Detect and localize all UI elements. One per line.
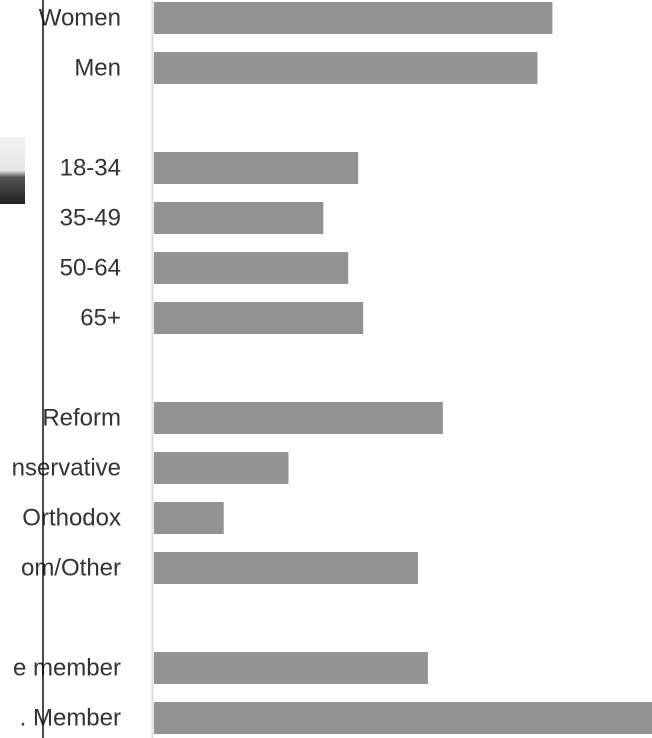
category-label: Women — [39, 4, 121, 31]
bar — [154, 252, 349, 284]
category-label: Orthodox — [22, 504, 121, 531]
bar — [154, 452, 289, 484]
bar — [154, 52, 538, 84]
bar — [154, 152, 359, 184]
bar — [154, 552, 418, 584]
category-label: nservative — [12, 454, 121, 481]
bar — [154, 2, 553, 34]
category-label: 50-64 — [60, 254, 121, 281]
category-label: Men — [74, 54, 121, 81]
bar — [154, 702, 652, 734]
bar — [154, 502, 224, 534]
category-label: e member — [13, 654, 121, 681]
bar — [154, 302, 364, 334]
bar — [154, 202, 324, 234]
category-label: 18-34 — [60, 154, 121, 181]
category-label: 65+ — [80, 304, 121, 331]
category-label: 35-49 — [60, 204, 121, 231]
category-label: om/Other — [21, 554, 121, 581]
category-label: . Member — [20, 704, 121, 731]
bar — [154, 402, 443, 434]
thumbnail-image — [0, 137, 25, 204]
bar — [154, 652, 428, 684]
category-label: Reform — [42, 404, 121, 431]
rows: Women Men 18-34 35-49 50-64 65+ Reform nservati… — [12, 2, 652, 734]
